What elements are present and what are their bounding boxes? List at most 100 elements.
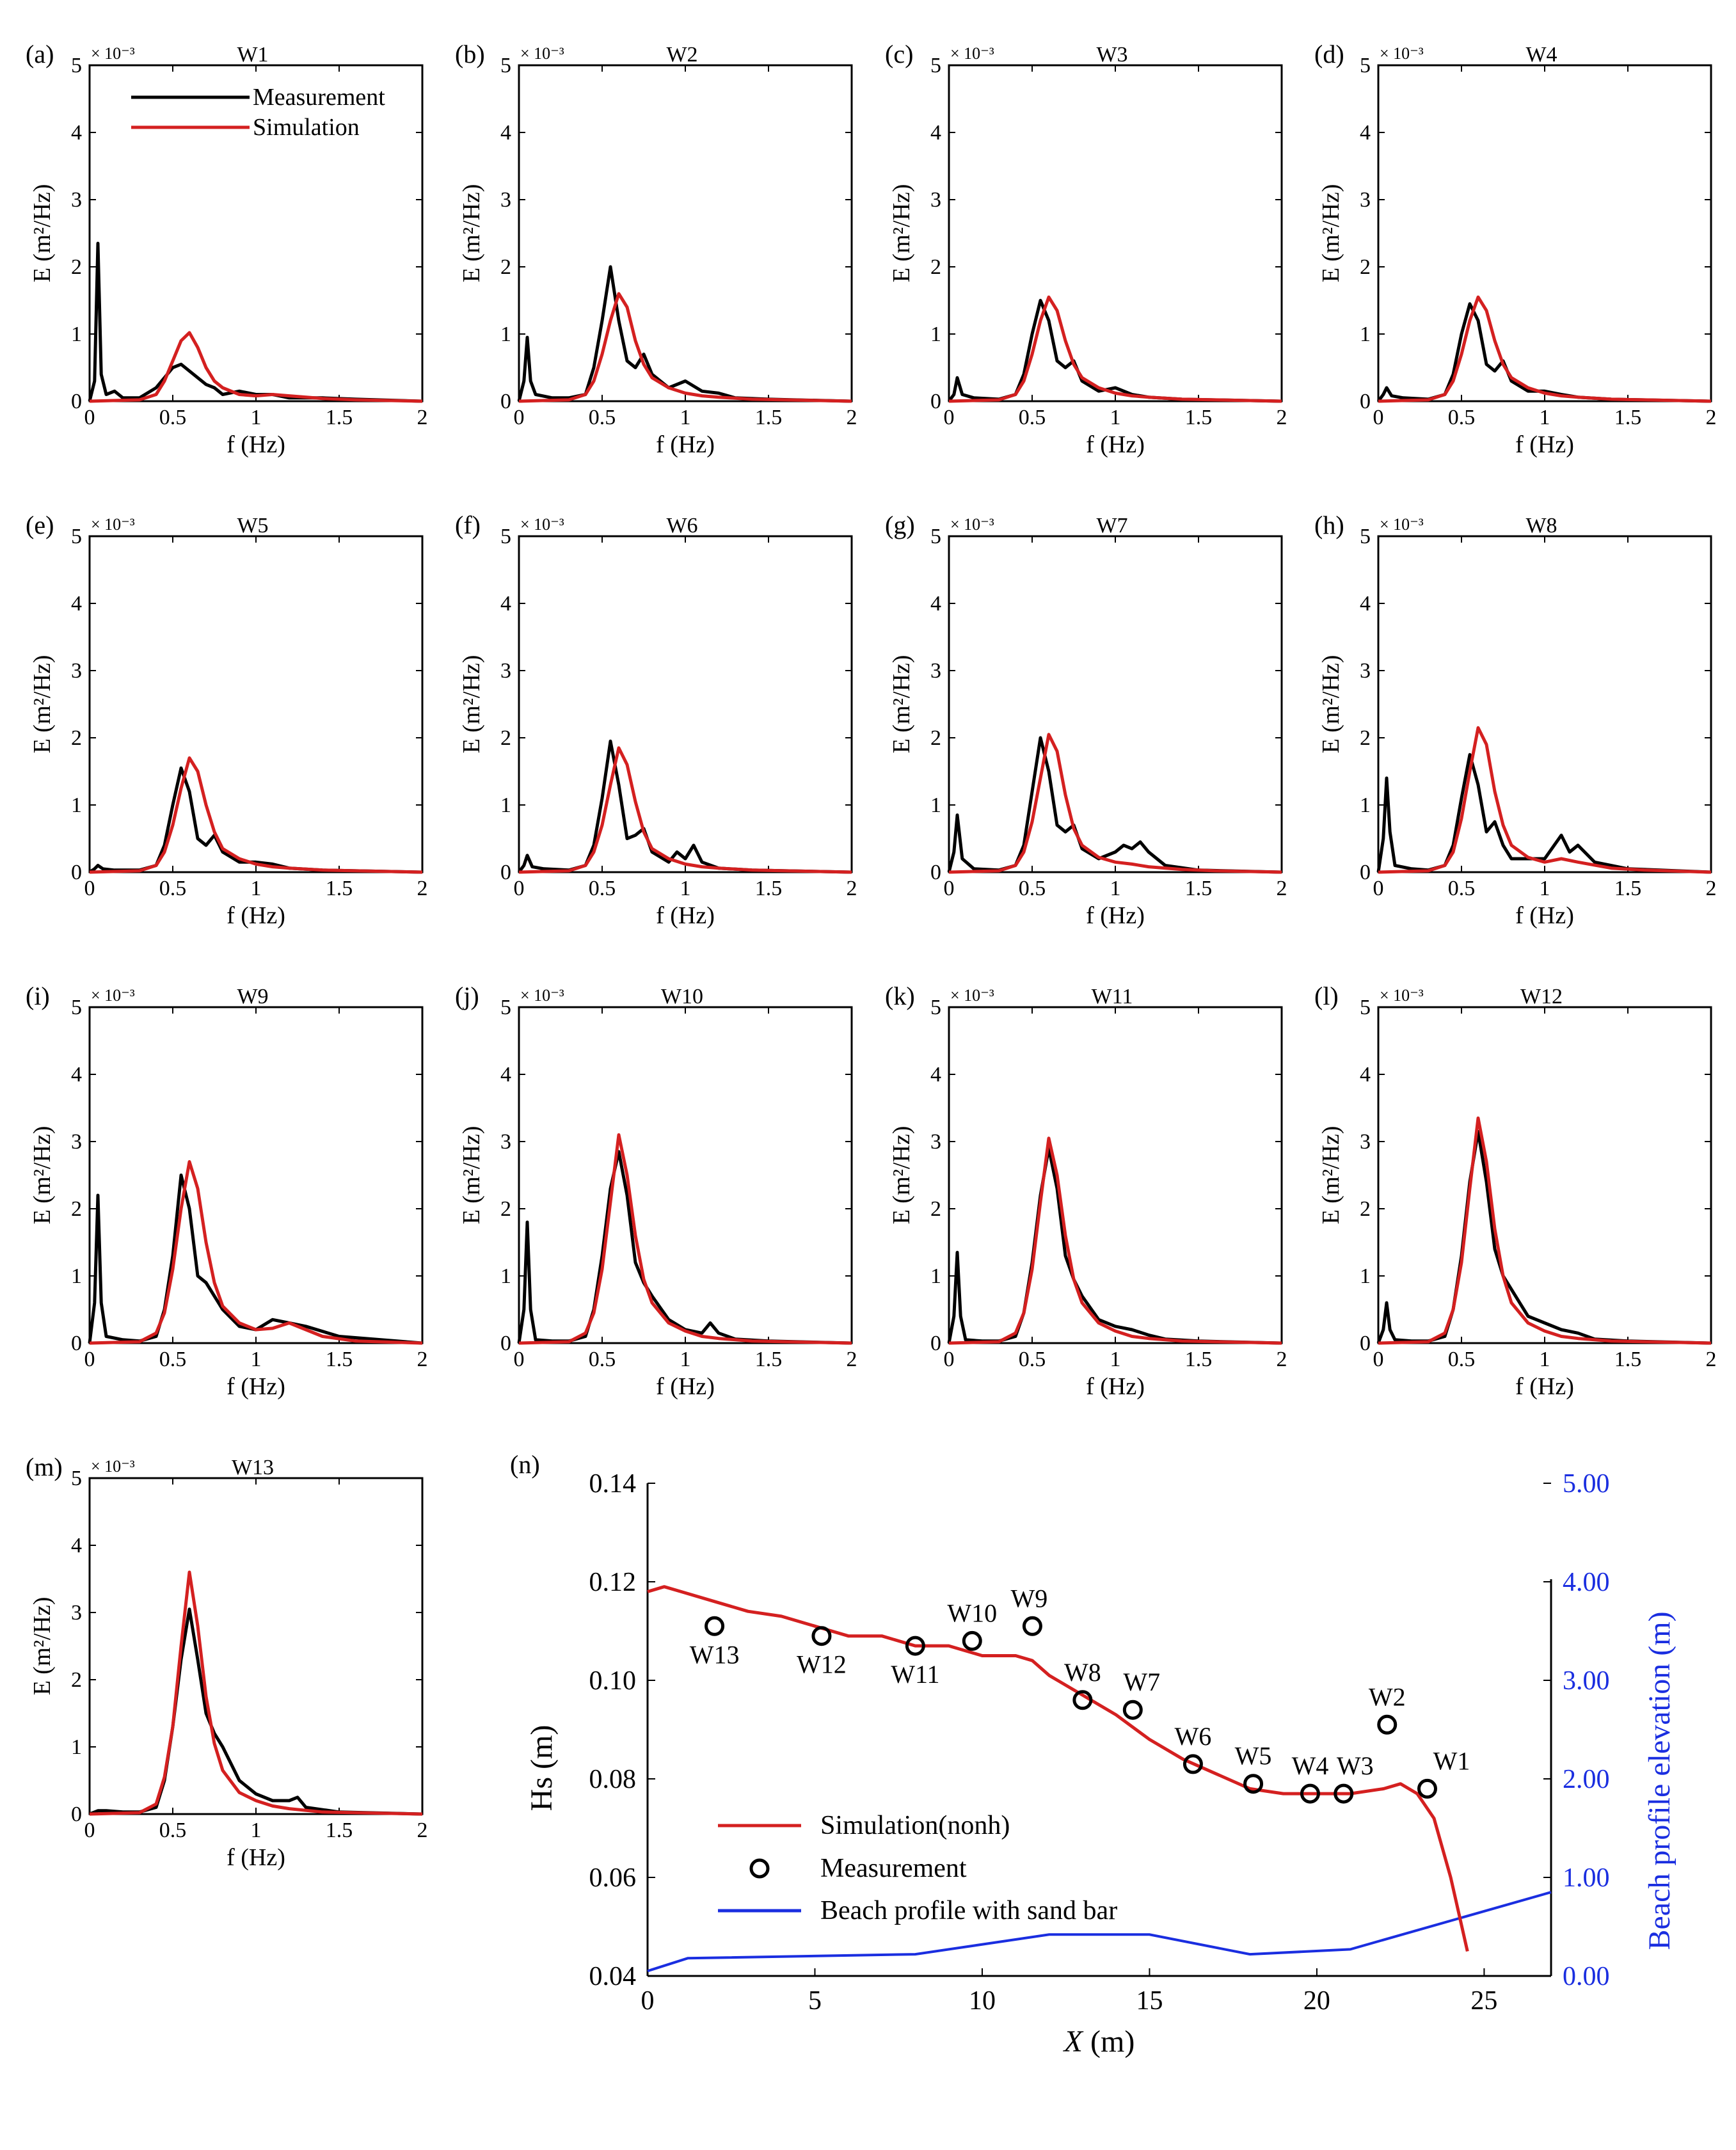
legend-simulation-label: Simulation(nonh) — [820, 1811, 1010, 1840]
x-axis-title: f (Hz) — [227, 1844, 285, 1871]
panel-letter: (d) — [1314, 40, 1344, 68]
spectrum-panel-l: 0 0.5 1 1.5 2 0 1 2 3 4 5 × 10⁻³ (l) W12 f (Hz) E (m²/H… — [1314, 982, 1717, 1400]
simulation-line — [518, 746, 852, 874]
x-tick-label: 2 — [1706, 1348, 1717, 1371]
exponent-label: × 10⁻³ — [520, 986, 564, 1005]
y-tick-label: 2 — [930, 1197, 941, 1221]
x-tick-label: 0 — [944, 406, 955, 429]
exponent-label: × 10⁻³ — [1380, 986, 1424, 1005]
x-axis-symbol: X — [1063, 2025, 1084, 2058]
panel-letter: (b) — [455, 40, 485, 68]
x-tick-label: 0 — [1373, 1348, 1384, 1371]
y-right-tick-label: 3.00 — [1563, 1666, 1610, 1696]
x-axis-title: f (Hz) — [1086, 1373, 1145, 1400]
station-label: W2 — [1369, 1682, 1406, 1711]
y-axis-title: E (m²/Hz) — [458, 1126, 485, 1225]
x-tick-label: 2 — [847, 1348, 857, 1371]
y-tick-label: 2 — [930, 255, 941, 279]
exponent-label: × 10⁻³ — [91, 44, 135, 63]
exponent-label: × 10⁻³ — [950, 986, 994, 1005]
measurement-marker — [1334, 1783, 1354, 1804]
x-tick-label: 0.5 — [1019, 877, 1046, 900]
panel-title: W1 — [237, 43, 268, 67]
plot-frame — [518, 64, 853, 402]
plot-frame — [1377, 64, 1712, 402]
y-tick-label: 3 — [1360, 1130, 1371, 1154]
station-label: W9 — [1011, 1584, 1048, 1612]
x-tick-label: 2 — [417, 877, 428, 900]
measurement-line — [1376, 1129, 1712, 1345]
plot-frame — [948, 1006, 1283, 1344]
exponent-label: × 10⁻³ — [1380, 44, 1424, 63]
x-tick-label: 0 — [514, 1348, 525, 1371]
simulation-line — [89, 331, 423, 403]
spectrum-panel-k: 0 0.5 1 1.5 2 0 1 2 3 4 5 × 10⁻³ (k) W11 f (Hz) E (m²/H… — [885, 982, 1287, 1400]
y-tick-label: 0.14 — [589, 1469, 637, 1499]
y-tick-label: 0.08 — [589, 1765, 637, 1794]
y-tick-label: 0.04 — [589, 1962, 637, 1991]
x-tick-label: 0.5 — [159, 406, 187, 429]
y-right-axis-title: Beach profile elevation (m) — [1643, 1611, 1676, 1950]
y-tick-label: 1 — [500, 1264, 511, 1288]
simulation-line — [518, 292, 852, 403]
spectrum-panel-e: 0 0.5 1 1.5 2 0 1 2 3 4 5 × 10⁻³ (e) W5 f (Hz) E (m²/Hz… — [26, 511, 428, 929]
exponent-label: × 10⁻³ — [950, 44, 994, 63]
x-tick-label: 5 — [808, 1986, 822, 2016]
measurement-marker — [1022, 1616, 1042, 1636]
panel-letter: (i) — [26, 982, 50, 1010]
panel-title: W10 — [661, 985, 703, 1008]
simulation-line — [948, 295, 1282, 403]
y-tick-label: 0 — [71, 861, 82, 884]
y-tick-label: 4 — [500, 121, 511, 145]
x-tick-label: 1.5 — [326, 1819, 353, 1842]
y-tick-label: 5 — [1360, 54, 1371, 77]
y-tick-label: 3 — [930, 1130, 941, 1154]
station-label: W7 — [1123, 1668, 1160, 1696]
x-tick-label: 1.5 — [755, 1348, 783, 1371]
panel-letter: (h) — [1314, 511, 1344, 539]
station-label: W4 — [1292, 1751, 1329, 1780]
station-label: W1 — [1433, 1746, 1470, 1775]
x-tick-label: 0 — [944, 877, 955, 900]
x-tick-label: 1 — [680, 1348, 691, 1371]
x-tick-label: 1 — [1110, 406, 1121, 429]
y-right-tick-label: 5.00 — [1563, 1469, 1610, 1499]
y-tick-label: 2 — [500, 1197, 511, 1221]
x-tick-label: 2 — [1277, 1348, 1287, 1371]
simulation-line — [89, 1160, 423, 1345]
legend-measurement-label: Measurement — [253, 84, 385, 111]
x-tick-label: 1 — [1540, 406, 1550, 429]
x-tick-label: 1.5 — [1614, 877, 1642, 900]
y-tick-label: 0 — [500, 1332, 511, 1355]
y-tick-label: 0 — [930, 1332, 941, 1355]
y-tick-label: 4 — [71, 592, 82, 616]
legend-beach-label: Beach profile with sand bar — [820, 1896, 1117, 1925]
y-right-tick-label: 0.00 — [1563, 1962, 1610, 1991]
plot-frame — [948, 64, 1283, 402]
x-tick-label: 1 — [1110, 877, 1121, 900]
x-axis-unit: (m) — [1083, 2025, 1135, 2058]
y-tick-label: 1 — [1360, 322, 1371, 346]
x-tick-label: 0.5 — [1448, 406, 1476, 429]
y-tick-label: 2 — [71, 255, 82, 279]
panel-title: W6 — [666, 514, 697, 538]
y-tick-label: 0 — [1360, 861, 1371, 884]
measurement-line — [947, 1147, 1282, 1345]
x-tick-label: 2 — [417, 1348, 428, 1371]
measurement-line — [89, 1607, 423, 1816]
measurement-marker — [1183, 1754, 1203, 1774]
y-tick-label: 3 — [500, 659, 511, 683]
y-axis-title: E (m²/Hz) — [888, 184, 915, 283]
y-tick-label: 1 — [930, 793, 941, 817]
station-label: W8 — [1064, 1658, 1101, 1687]
y-tick-label: 0 — [1360, 390, 1371, 413]
y-tick-label: 1 — [71, 793, 82, 817]
x-tick-label: 0 — [944, 1348, 955, 1371]
x-tick-label: 2 — [847, 406, 857, 429]
y-tick-label: 0 — [71, 1803, 82, 1826]
x-tick-label: 0.5 — [1448, 1348, 1476, 1371]
y-tick-label: 4 — [1360, 121, 1371, 145]
y-tick-label: 3 — [930, 659, 941, 683]
exponent-label: × 10⁻³ — [1380, 515, 1424, 534]
x-axis-title: f (Hz) — [1515, 1373, 1574, 1400]
